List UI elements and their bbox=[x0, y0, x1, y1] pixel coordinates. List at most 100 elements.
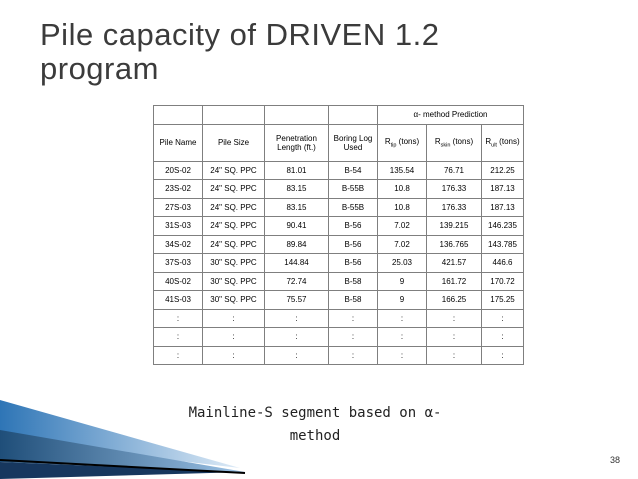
table-row: ::::::: bbox=[153, 327, 524, 347]
table: α- method Prediction Pile Name Pile Size Pe… bbox=[153, 105, 524, 365]
cell: 24" SQ. PPC bbox=[202, 179, 265, 199]
cell: B-58 bbox=[328, 271, 378, 291]
swoosh bbox=[0, 462, 245, 479]
table-row: 34S-02 24" SQ. PPC 89.84 B-56 7.02 136.765 143… bbox=[153, 234, 524, 254]
cell: 83.15 bbox=[264, 179, 329, 199]
cell: 37S-03 bbox=[153, 253, 203, 273]
cell: 161.72 bbox=[426, 271, 482, 291]
header-sub: skin bbox=[440, 142, 451, 149]
table-row: 41S-03 30" SQ. PPC 75.57 B-58 9 166.25 175.25 bbox=[153, 290, 524, 310]
header-sub: ult bbox=[491, 142, 497, 149]
column-header: Boring Log Used bbox=[328, 123, 378, 162]
cell: 175.25 bbox=[481, 290, 524, 310]
cell: 166.25 bbox=[426, 290, 482, 310]
cell: B-56 bbox=[328, 234, 378, 254]
table-row: 37S-03 30" SQ. PPC 144.84 B-56 25.03 421.57 44… bbox=[153, 253, 524, 273]
header-unit: (tons) bbox=[450, 136, 474, 146]
cell: 75.57 bbox=[264, 290, 329, 310]
cell: 421.57 bbox=[426, 253, 482, 273]
cell: 136.765 bbox=[426, 234, 482, 254]
cell: : bbox=[377, 327, 427, 347]
cell: : bbox=[264, 327, 329, 347]
cell: : bbox=[377, 308, 427, 328]
cell: 89.84 bbox=[264, 234, 329, 254]
cell: : bbox=[481, 308, 524, 328]
cell: 446.6 bbox=[481, 253, 524, 273]
cell: 31S-03 bbox=[153, 216, 203, 236]
cell: 27S-03 bbox=[153, 197, 203, 217]
cell: 170.72 bbox=[481, 271, 524, 291]
column-header: Pile Size bbox=[202, 123, 265, 162]
cell: : bbox=[481, 327, 524, 347]
title-line: Pile capacity of DRIVEN 1.2 bbox=[40, 17, 440, 52]
cell: 24" SQ. PPC bbox=[202, 160, 265, 180]
cell: 76.71 bbox=[426, 160, 482, 180]
cell: 212.25 bbox=[481, 160, 524, 180]
rule bbox=[0, 459, 246, 474]
header-unit: (tons) bbox=[396, 136, 420, 146]
cell: 187.13 bbox=[481, 197, 524, 217]
column-header: Pile Name bbox=[153, 123, 203, 162]
cell: 176.33 bbox=[426, 197, 482, 217]
cell: 41S-03 bbox=[153, 290, 203, 310]
cell: 7.02 bbox=[377, 216, 427, 236]
column-header: Rtip (tons) bbox=[377, 123, 427, 162]
table-row: ::::::: bbox=[153, 345, 524, 365]
cell: 23S-02 bbox=[153, 179, 203, 199]
cell: B-56 bbox=[328, 253, 378, 273]
header-base: R bbox=[384, 136, 391, 146]
cell: 146.235 bbox=[481, 216, 524, 236]
header-cell bbox=[153, 105, 203, 125]
cell: : bbox=[377, 345, 427, 365]
cell: 143.785 bbox=[481, 234, 524, 254]
cell: 144.84 bbox=[264, 253, 329, 273]
cell: 10.8 bbox=[377, 197, 427, 217]
table-row: 27S-03 24" SQ. PPC 83.15 B-55B 10.8 176.33 187… bbox=[153, 197, 524, 217]
cell: 30" SQ. PPC bbox=[202, 271, 265, 291]
cell: 24" SQ. PPC bbox=[202, 197, 265, 217]
group-header: α- method Prediction bbox=[377, 105, 524, 125]
header-base: R bbox=[434, 136, 441, 146]
caption: Mainline-S segment based on α-method bbox=[160, 402, 470, 448]
caption-line: method bbox=[289, 428, 341, 444]
cell: 34S-02 bbox=[153, 234, 203, 254]
cell: : bbox=[153, 327, 203, 347]
cell: 83.15 bbox=[264, 197, 329, 217]
header-base: R bbox=[485, 136, 492, 146]
header-cell bbox=[264, 105, 329, 125]
cell: : bbox=[426, 327, 482, 347]
page-number: 38 bbox=[610, 455, 621, 465]
cell: : bbox=[328, 327, 378, 347]
header-sub: tip bbox=[390, 142, 397, 149]
swoosh bbox=[0, 430, 245, 472]
cell: : bbox=[264, 345, 329, 365]
cell: 10.8 bbox=[377, 179, 427, 199]
cell: : bbox=[202, 345, 265, 365]
cell: 24" SQ. PPC bbox=[202, 216, 265, 236]
cell: : bbox=[202, 308, 265, 328]
cell: : bbox=[328, 345, 378, 365]
cell: B-55B bbox=[328, 179, 378, 199]
cell: 25.03 bbox=[377, 253, 427, 273]
cell: B-55B bbox=[328, 197, 378, 217]
title-line: program bbox=[40, 51, 159, 86]
cell: B-58 bbox=[328, 290, 378, 310]
table-row: 20S-02 24" SQ. PPC 81.01 B-54 135.54 76.71 212… bbox=[153, 160, 524, 180]
cell: : bbox=[481, 345, 524, 365]
title: Pile capacity of DRIVEN 1.2 program bbox=[40, 18, 439, 86]
header-cell bbox=[202, 105, 265, 125]
cell: B-56 bbox=[328, 216, 378, 236]
cell: 30" SQ. PPC bbox=[202, 290, 265, 310]
cell: 187.13 bbox=[481, 179, 524, 199]
cell: 135.54 bbox=[377, 160, 427, 180]
cell: 40S-02 bbox=[153, 271, 203, 291]
cell: 24" SQ. PPC bbox=[202, 234, 265, 254]
caption-line: Mainline-S segment based on α- bbox=[188, 405, 442, 421]
cell: : bbox=[153, 345, 203, 365]
cell: : bbox=[153, 308, 203, 328]
table-row: 23S-02 24" SQ. PPC 83.15 B-55B 10.8 176.33 187… bbox=[153, 179, 524, 199]
header-unit: (tons) bbox=[496, 136, 520, 146]
cell: 72.74 bbox=[264, 271, 329, 291]
